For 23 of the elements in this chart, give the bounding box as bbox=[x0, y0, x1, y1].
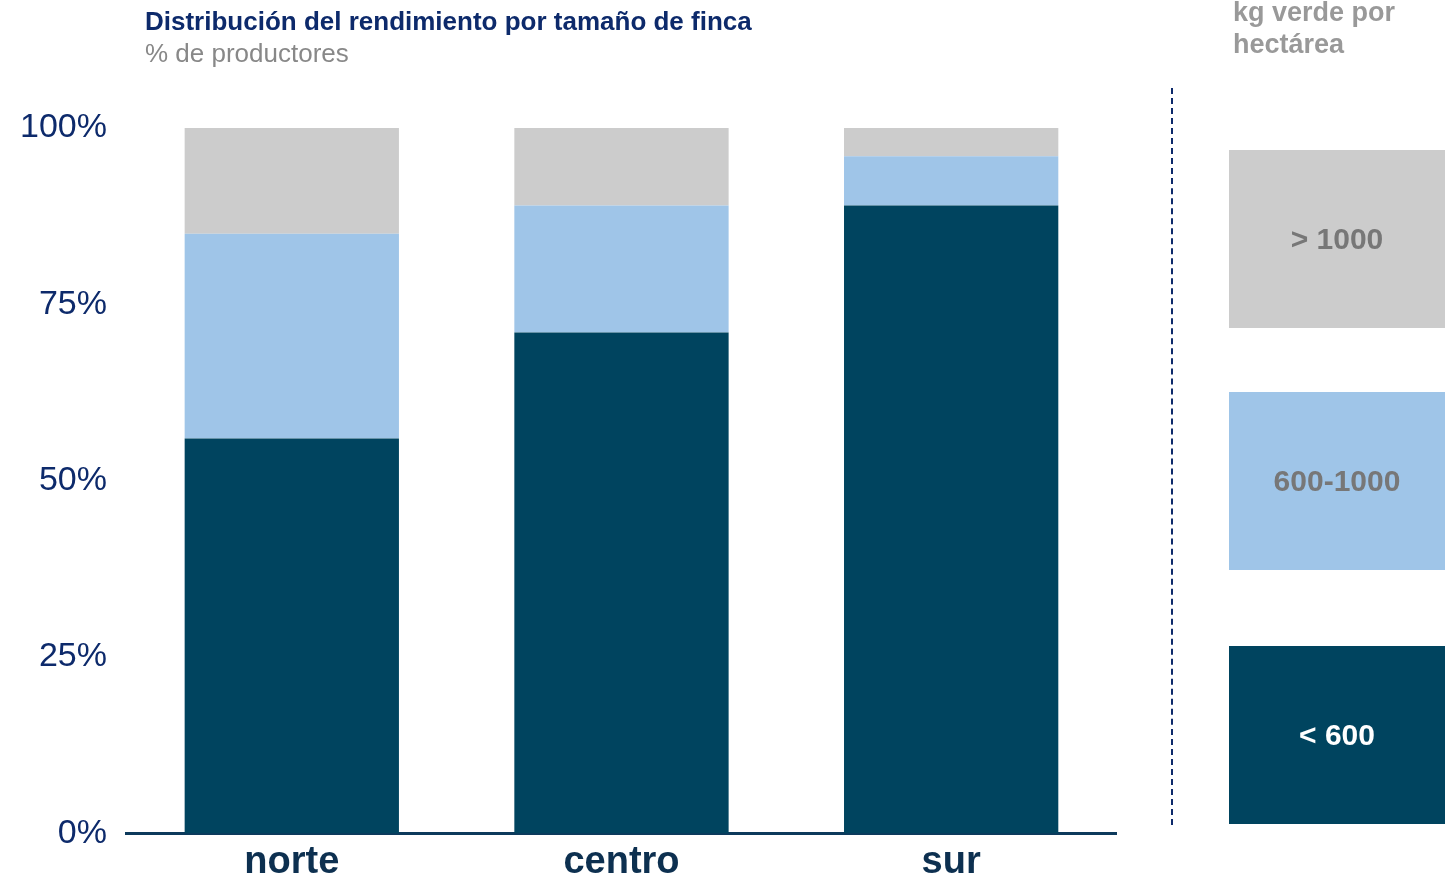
chart-title: Distribución del rendimiento por tamaño de finca bbox=[145, 6, 752, 37]
x-tick-label: norte bbox=[244, 838, 340, 881]
y-tick-label: 50% bbox=[38, 459, 107, 498]
x-tick-label: centro bbox=[563, 838, 680, 881]
bar bbox=[514, 205, 729, 333]
x-tick-label: sur bbox=[921, 838, 981, 881]
bar bbox=[844, 205, 1059, 834]
chart-subtitle: % de productores bbox=[145, 38, 349, 69]
y-tick-label: 25% bbox=[38, 635, 107, 674]
bar bbox=[184, 128, 399, 234]
y-tick-label: 100% bbox=[19, 106, 107, 145]
text: 600-1000 bbox=[1229, 392, 1445, 570]
bar bbox=[514, 332, 729, 834]
bar bbox=[514, 128, 729, 206]
bar bbox=[184, 438, 399, 834]
legend-title: kg verde por hectárea bbox=[1233, 0, 1397, 60]
y-tick-label: 75% bbox=[38, 282, 107, 321]
text: > 1000 bbox=[1229, 150, 1445, 328]
bar bbox=[844, 156, 1059, 206]
text: < 600 bbox=[1229, 646, 1445, 824]
bar bbox=[844, 128, 1059, 157]
bar bbox=[184, 233, 399, 439]
y-tick-label: 0% bbox=[57, 811, 107, 850]
